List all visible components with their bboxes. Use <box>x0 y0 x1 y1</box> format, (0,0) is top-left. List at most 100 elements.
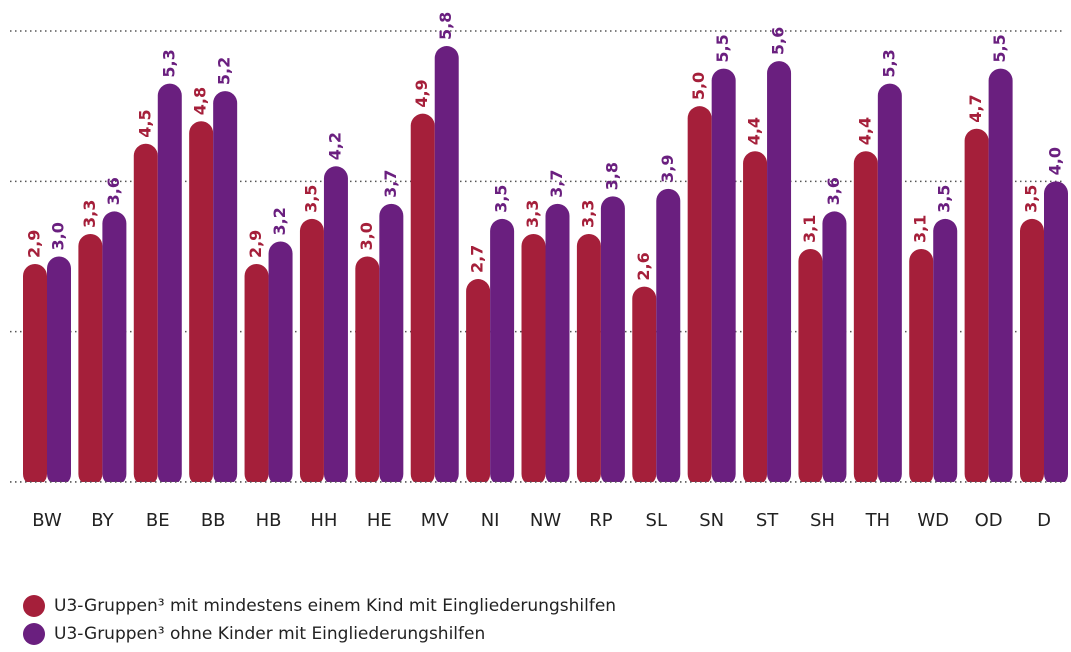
bar <box>687 106 712 487</box>
value-label: 5,3 <box>159 49 178 77</box>
bar <box>78 233 103 486</box>
x-tick-label: SL <box>646 510 667 531</box>
x-tick-label: SN <box>699 510 724 531</box>
bar <box>545 203 570 486</box>
x-tick-label: NW <box>530 510 561 531</box>
x-tick-label: D <box>1037 510 1051 531</box>
x-tick-label: BW <box>32 510 62 531</box>
value-label: 5,5 <box>990 34 1009 62</box>
value-label: 4,4 <box>855 117 874 145</box>
bar <box>47 256 71 486</box>
legend-label: U3-Gruppen³ mit mindestens einem Kind mi… <box>54 596 616 616</box>
value-label: 3,5 <box>935 185 954 213</box>
value-label: 3,5 <box>1022 185 1041 213</box>
bar <box>102 211 127 486</box>
bar <box>988 68 1013 486</box>
value-label: 3,0 <box>49 222 68 250</box>
x-tick-label: TH <box>865 510 891 531</box>
value-label: 4,9 <box>412 79 431 107</box>
x-tick-label: HB <box>256 510 282 531</box>
x-tick-label: WD <box>917 510 949 531</box>
value-label: 3,0 <box>357 222 376 250</box>
value-label: 3,6 <box>824 177 843 205</box>
value-label: 3,6 <box>104 177 123 205</box>
value-label: 5,8 <box>436 12 455 40</box>
bar <box>767 61 792 487</box>
value-label: 3,8 <box>602 162 621 190</box>
value-label: 5,6 <box>769 27 788 55</box>
legend-marker <box>23 623 45 645</box>
bar <box>521 233 546 486</box>
value-label: 3,9 <box>658 155 677 183</box>
legend-label: U3-Gruppen³ ohne Kinder mit Eingliederun… <box>54 624 485 644</box>
value-label: 4,7 <box>966 94 985 122</box>
value-label: 3,1 <box>800 215 819 243</box>
legend-marker <box>23 595 45 617</box>
bar <box>355 256 380 486</box>
bar <box>189 121 214 486</box>
value-label: 3,3 <box>578 200 597 228</box>
x-tick-label: ST <box>756 510 779 531</box>
x-tick-label: RP <box>589 510 613 531</box>
bar <box>434 46 459 487</box>
value-label: 5,0 <box>689 72 708 100</box>
bar <box>323 166 348 487</box>
bar <box>1020 218 1044 486</box>
bar <box>133 143 158 486</box>
value-label: 2,7 <box>468 245 487 273</box>
value-label: 2,9 <box>246 230 265 258</box>
value-label: 3,5 <box>492 185 511 213</box>
x-tick-label: OD <box>975 510 1003 531</box>
bar <box>711 68 736 486</box>
bar <box>213 91 238 486</box>
value-label: 4,0 <box>1046 147 1065 175</box>
value-label: 5,3 <box>879 49 898 77</box>
bar <box>743 151 768 486</box>
bar <box>268 241 293 486</box>
value-label: 3,3 <box>523 200 542 228</box>
bar <box>1044 181 1068 487</box>
value-label: 3,7 <box>547 170 566 198</box>
bar <box>466 279 491 486</box>
value-label: 4,5 <box>135 109 154 137</box>
x-tick-label: BE <box>146 510 170 531</box>
bar <box>379 203 404 486</box>
value-label: 4,2 <box>325 132 344 160</box>
bar <box>490 218 515 486</box>
bar <box>632 286 657 486</box>
bar <box>909 248 934 486</box>
bar <box>964 128 989 486</box>
value-label: 3,3 <box>80 200 99 228</box>
bar <box>798 248 823 486</box>
bar <box>822 211 847 486</box>
value-label: 3,7 <box>381 170 400 198</box>
x-tick-label: HH <box>310 510 337 531</box>
bar <box>410 113 435 486</box>
bar <box>576 233 601 486</box>
x-tick-label: BB <box>201 510 226 531</box>
value-label: 5,5 <box>713 34 732 62</box>
x-tick-label: BY <box>91 510 114 531</box>
value-label: 2,9 <box>25 230 44 258</box>
bar <box>299 218 324 486</box>
x-tick-label: MV <box>421 510 450 531</box>
bar <box>23 264 47 486</box>
bar <box>877 83 902 486</box>
x-tick-label: NI <box>481 510 500 531</box>
bar <box>853 151 878 486</box>
bar <box>933 218 958 486</box>
value-label: 4,8 <box>191 87 210 115</box>
bar <box>656 188 681 486</box>
bar <box>244 264 269 486</box>
value-label: 4,4 <box>745 117 764 145</box>
bar <box>600 196 625 486</box>
baseline-mask <box>0 482 1071 488</box>
value-label: 3,2 <box>270 207 289 235</box>
value-label: 5,2 <box>215 57 234 85</box>
value-label: 3,5 <box>301 185 320 213</box>
value-label: 3,1 <box>911 215 930 243</box>
x-tick-label: SH <box>810 510 835 531</box>
value-label: 2,6 <box>634 252 653 280</box>
x-tick-label: HE <box>367 510 392 531</box>
